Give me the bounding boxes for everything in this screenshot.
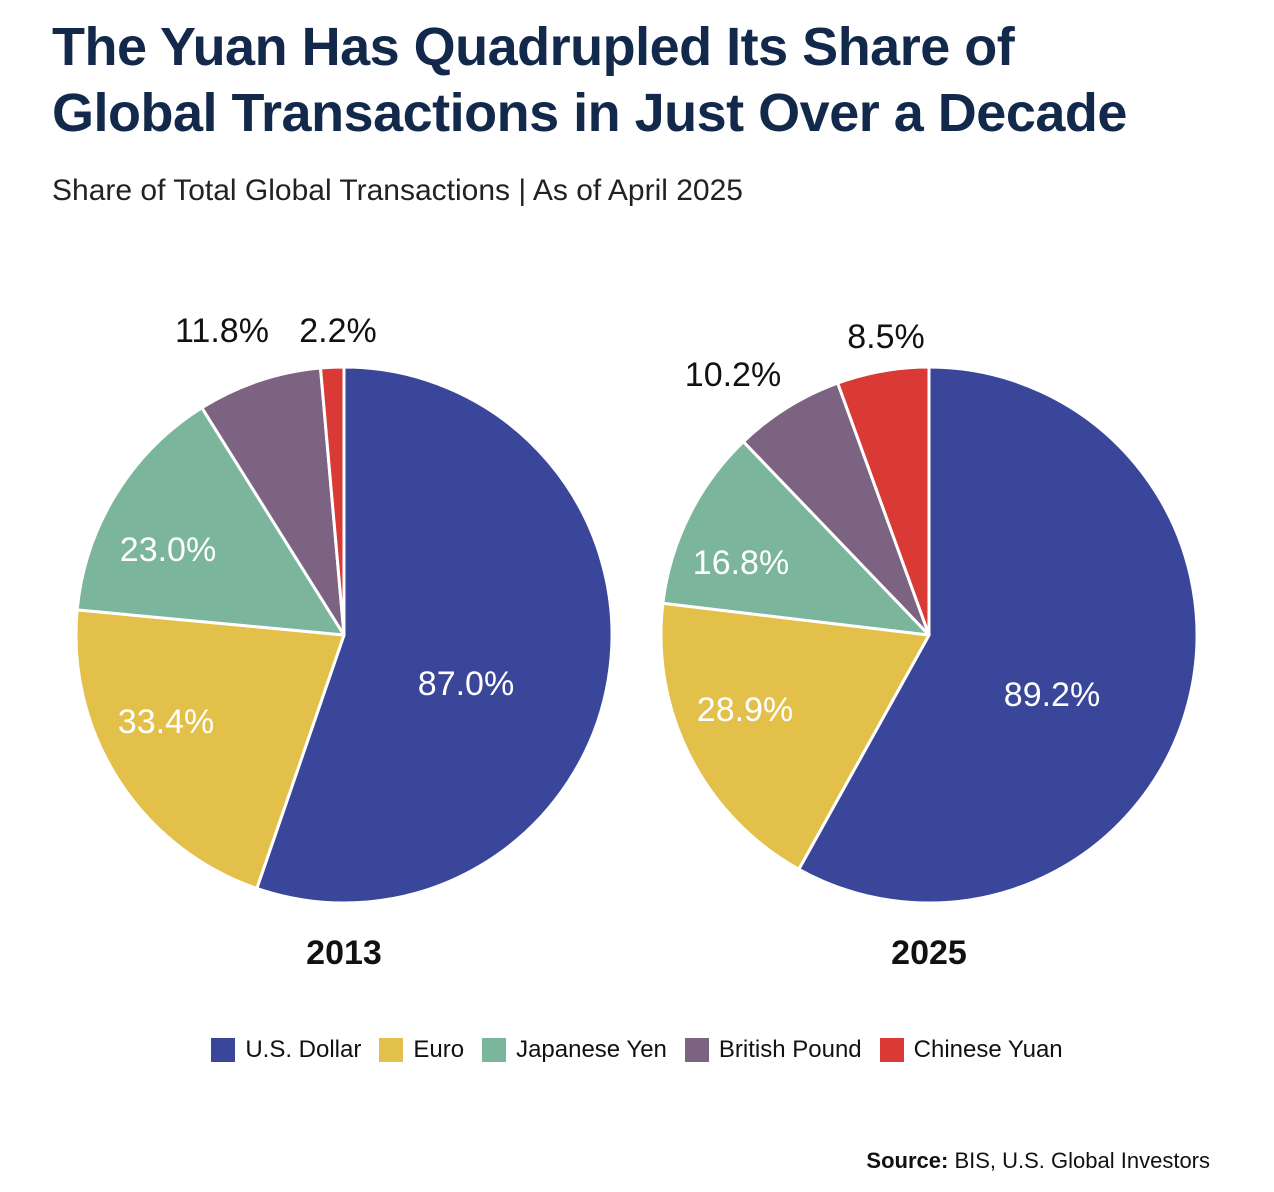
data-label-2013-u-s-dollar: 87.0% [418,665,514,703]
chart-title: The Yuan Has Quadrupled Its Share of Glo… [52,14,1252,146]
legend-label-euro: Euro [413,1036,465,1063]
slice-2013-u-s-dollar [255,365,614,905]
legend-swatch-chinese-yuan [879,1038,904,1062]
slice-2025-u-s-dollar [797,365,1199,905]
data-label-2025-japanese-yen: 16.8% [693,544,789,582]
slice-2013-japanese-yen [75,406,346,637]
pie-2013: 87.0% 33.4% 23.0% 11.8% 2.2% 2013 [74,312,614,972]
legend-swatch-british-pound [684,1038,709,1062]
legend-label-japanese-yen: Japanese Yen [516,1036,667,1063]
chart-subtitle: Share of Total Global Transactions | As … [52,174,743,207]
data-label-2013-euro: 33.4% [118,703,214,741]
slice-2025-chinese-yuan [836,365,931,637]
year-label-2013: 2013 [306,934,382,972]
pie-2025: 89.2% 28.9% 16.8% 10.2% 8.5% 2025 [659,318,1199,972]
data-label-2025-british-pound: 10.2% [685,356,781,394]
legend-item-chinese-yuan: Chinese Yuan [879,1036,1063,1064]
source-text: BIS, U.S. Global Investors [954,1148,1210,1173]
slice-2013-euro [74,608,346,890]
legend-item-euro: Euro [379,1036,464,1064]
legend-swatch-euro [379,1038,404,1062]
slice-2025-british-pound [741,381,931,637]
slice-2025-japanese-yen [661,440,931,637]
title-line-1: The Yuan Has Quadrupled Its Share of [52,17,1015,77]
legend-swatch-japanese-yen [482,1038,507,1062]
legend-label-british-pound: British Pound [718,1036,862,1063]
legend-label-us-dollar: U.S. Dollar [245,1036,362,1063]
year-label-2025: 2025 [891,934,967,972]
data-label-2025-u-s-dollar: 89.2% [1004,676,1100,714]
slice-2013-british-pound [200,366,346,637]
title-line-2: Global Transactions in Just Over a Decad… [52,83,1127,143]
legend-item-british-pound: British Pound [684,1036,862,1064]
data-label-2025-chinese-yuan: 8.5% [847,318,925,356]
data-label-2013-british-pound: 11.8% [175,312,269,350]
source-note: Source: BIS, U.S. Global Investors [866,1148,1210,1174]
data-label-2013-japanese-yen: 23.0% [120,531,216,569]
slice-2013-chinese-yuan [318,365,346,637]
data-label-2013-chinese-yuan: 2.2% [299,312,377,350]
legend: U.S. Dollar Euro Japanese Yen British Po… [0,1036,1274,1064]
legend-swatch-us-dollar [211,1038,236,1062]
data-label-2025-euro: 28.9% [697,691,793,729]
legend-item-us-dollar: U.S. Dollar [211,1036,361,1064]
legend-label-chinese-yuan: Chinese Yuan [913,1036,1063,1063]
legend-item-japanese-yen: Japanese Yen [482,1036,667,1064]
source-label: Source: [866,1148,949,1173]
slice-2025-euro [659,601,931,871]
